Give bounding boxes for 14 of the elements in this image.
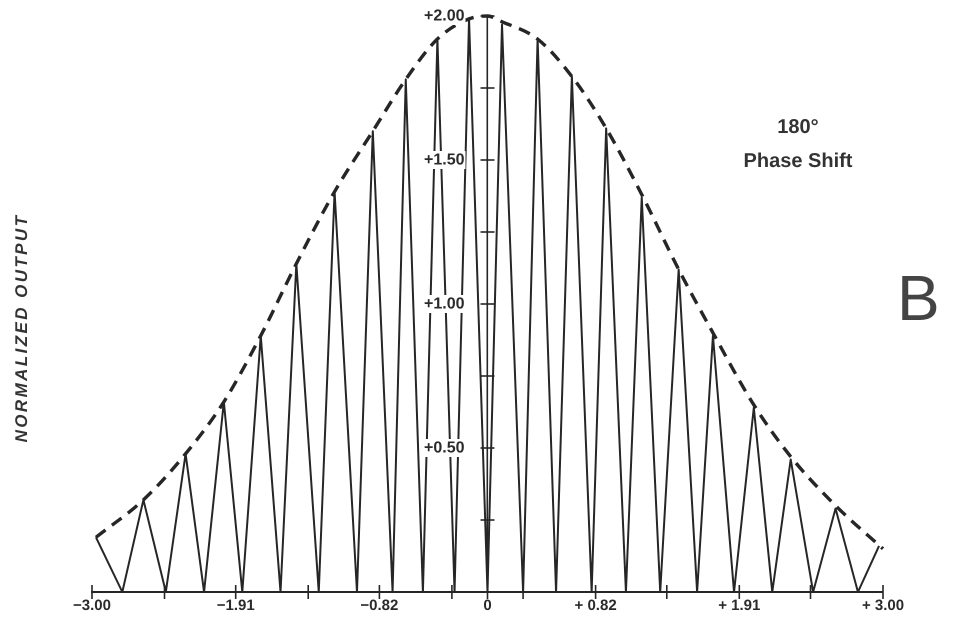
x-tick-label: −1.91 (216, 597, 255, 614)
y-tick-label: +2.00 (424, 7, 465, 24)
text: B (897, 262, 940, 334)
y-tick-label: +1.00 (424, 295, 465, 312)
x-tick-label: + 1.91 (718, 597, 760, 614)
x-tick-label: −3.00 (73, 597, 111, 614)
annotation: 180° Phase Shift (744, 115, 852, 174)
x-tick-label: −0.82 (360, 597, 398, 614)
x-tick-label: + 0.82 (574, 597, 617, 614)
y-tick-label: +1.50 (424, 151, 465, 168)
y-tick-label: +0.50 (424, 439, 465, 456)
y-axis-title: NORMALIZED OUTPUT (12, 214, 32, 442)
x-tick-label: 0 (483, 597, 492, 614)
x-tick-label: + 3.00 (862, 597, 904, 614)
